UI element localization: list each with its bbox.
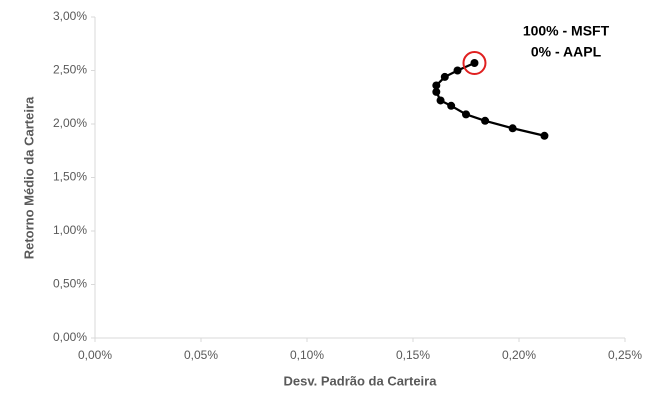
y-tick-label: 1,50% [53,170,87,184]
x-tick-label: 0,10% [290,348,324,362]
x-tick-label: 0,05% [184,348,218,362]
x-tick-label: 0,00% [78,348,112,362]
x-tick-label: 0,20% [502,348,536,362]
annotation: 0% - AAPL [531,44,602,60]
point [481,116,490,125]
x-axis-title: Desv. Padrão da Carteira [284,373,438,388]
y-tick-label: 0,00% [53,330,87,344]
y-tick-label: 0,50% [53,277,87,291]
y-tick-label: 2,50% [53,63,87,77]
y-tick-label: 3,00% [53,9,87,23]
point [447,101,456,110]
point [432,87,441,96]
y-tick-label: 2,00% [53,116,87,130]
series-line [435,61,545,137]
x-tick-label: 0,25% [608,348,642,362]
point [432,81,441,90]
annotation: 100% - MSFT [523,23,610,39]
point [436,96,445,105]
point [462,110,470,119]
point [440,72,449,81]
point [453,66,462,75]
point [470,59,479,68]
y-axis-title: Retorno Médio da Carteira [21,96,36,259]
highlight-ring [462,51,487,76]
point [508,124,517,133]
point [540,131,549,140]
x-tick-label: 0,15% [396,348,430,362]
y-tick-label: 1,00% [53,223,87,237]
